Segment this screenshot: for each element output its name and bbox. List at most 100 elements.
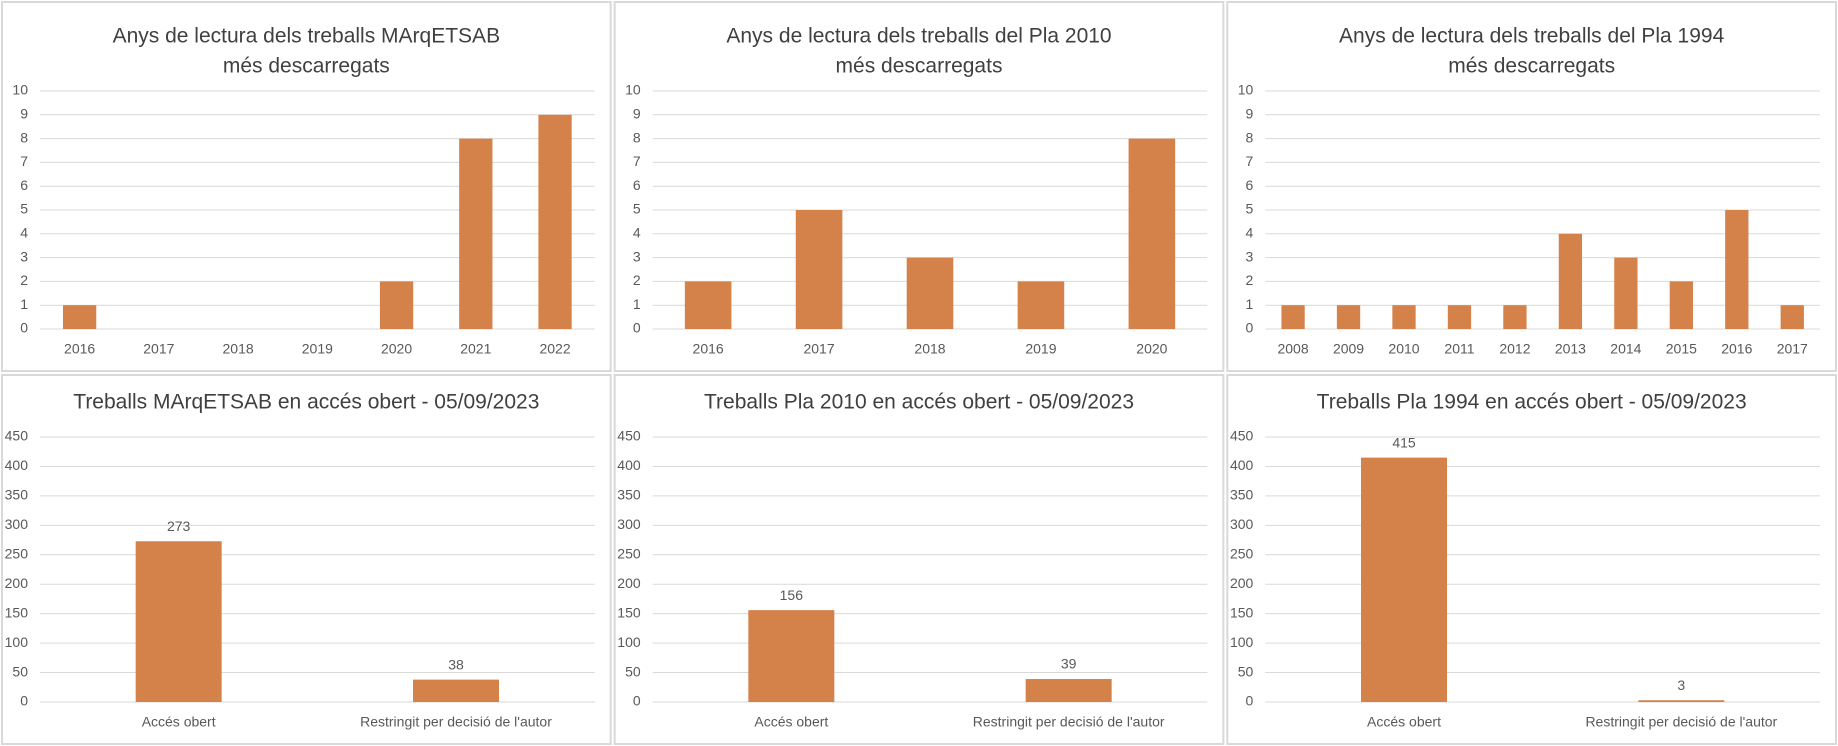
- y-tick-label: 100: [617, 634, 641, 650]
- y-tick-label: 400: [617, 457, 641, 473]
- bar: [1128, 138, 1176, 329]
- y-tick-label: 6: [633, 177, 641, 193]
- bar: [1780, 305, 1804, 329]
- y-tick-label: 8: [20, 129, 28, 145]
- y-tick-label: 2: [20, 272, 28, 288]
- bar: [413, 679, 499, 702]
- x-tick-label: 2009: [1333, 341, 1364, 357]
- bar: [538, 114, 572, 329]
- y-tick-label: 10: [1238, 82, 1254, 98]
- y-tick-label: 2: [1246, 272, 1254, 288]
- bar: [748, 610, 835, 702]
- bar: [135, 541, 222, 702]
- data-label: 3: [1677, 677, 1685, 693]
- bar: [1025, 679, 1112, 702]
- x-tick-label: Accés obert: [142, 714, 216, 730]
- x-tick-label: 2022: [539, 341, 570, 357]
- y-tick-label: 450: [5, 428, 29, 444]
- y-tick-label: 9: [633, 106, 641, 122]
- y-tick-label: 7: [20, 153, 28, 169]
- bar: [459, 138, 493, 329]
- chart-title: Anys de lectura dels treballs del Pla 19…: [1339, 25, 1725, 48]
- x-tick-label: 2016: [693, 341, 724, 357]
- y-tick-label: 300: [1230, 516, 1254, 532]
- x-tick-label: 2015: [1666, 341, 1697, 357]
- y-tick-label: 250: [617, 545, 641, 561]
- y-tick-label: 8: [1246, 129, 1254, 145]
- y-tick-label: 350: [1230, 487, 1254, 503]
- y-tick-label: 6: [1246, 177, 1254, 193]
- y-tick-label: 4: [1246, 225, 1254, 241]
- x-tick-label: Accés obert: [1367, 714, 1441, 730]
- x-tick-label: 2014: [1610, 341, 1641, 357]
- y-tick-label: 450: [617, 428, 641, 444]
- y-tick-label: 400: [1230, 457, 1254, 473]
- x-tick-label: 2019: [1025, 341, 1056, 357]
- y-tick-label: 5: [20, 201, 28, 217]
- y-tick-label: 1: [633, 296, 641, 312]
- y-tick-label: 8: [633, 129, 641, 145]
- x-tick-label: 2019: [302, 341, 333, 357]
- y-tick-label: 7: [1246, 153, 1254, 169]
- bar: [1669, 281, 1693, 329]
- y-tick-label: 4: [633, 225, 641, 241]
- y-tick-label: 300: [617, 516, 641, 532]
- data-label: 415: [1392, 434, 1416, 450]
- y-tick-label: 250: [1230, 545, 1254, 561]
- y-tick-label: 9: [20, 106, 28, 122]
- bar: [1614, 257, 1638, 329]
- data-label: 39: [1061, 656, 1077, 672]
- x-tick-label: 2021: [460, 341, 491, 357]
- bar: [1336, 305, 1361, 329]
- x-tick-label: 2017: [1777, 341, 1808, 357]
- x-tick-label: 2017: [143, 341, 174, 357]
- bar: [684, 281, 732, 329]
- x-tick-label: Restringit per decisió de l'autor: [360, 714, 552, 730]
- bar: [1281, 305, 1305, 329]
- data-label: 156: [780, 587, 804, 603]
- chart-title: més descarregats: [1448, 55, 1615, 78]
- x-tick-label: Accés obert: [754, 714, 828, 730]
- panel: [1226, 1, 1838, 372]
- x-tick-label: Restringit per decisió de l'autor: [1585, 714, 1777, 730]
- y-tick-label: 2: [633, 272, 641, 288]
- bar: [1725, 210, 1749, 329]
- panel: [1226, 374, 1838, 745]
- x-tick-label: 2011: [1444, 341, 1474, 357]
- chart-title: Treballs Pla 1994 en accés obert - 05/09…: [1317, 391, 1747, 414]
- y-tick-label: 200: [617, 575, 641, 591]
- x-tick-label: 2020: [381, 341, 412, 357]
- y-tick-label: 3: [20, 248, 28, 264]
- y-tick-label: 0: [1246, 320, 1254, 336]
- y-tick-label: 1: [1246, 296, 1254, 312]
- y-tick-label: 200: [5, 575, 29, 591]
- panel: [1, 374, 612, 745]
- y-tick-label: 0: [20, 320, 28, 336]
- y-tick-label: 50: [1238, 663, 1254, 679]
- panel: [613, 374, 1225, 745]
- y-tick-label: 5: [633, 201, 641, 217]
- x-tick-label: 2017: [803, 341, 834, 357]
- x-tick-label: Restringit per decisió de l'autor: [973, 714, 1165, 730]
- y-tick-label: 3: [633, 248, 641, 264]
- y-tick-label: 150: [1230, 604, 1254, 620]
- bar: [1361, 457, 1447, 702]
- chart-title: Anys de lectura dels treballs MArqETSAB: [113, 25, 501, 48]
- y-tick-label: 1: [20, 296, 28, 312]
- y-tick-label: 7: [633, 153, 641, 169]
- bar: [1017, 281, 1065, 329]
- bar: [1503, 305, 1527, 329]
- bar: [1447, 305, 1472, 329]
- y-tick-label: 4: [20, 225, 28, 241]
- y-tick-label: 9: [1246, 106, 1254, 122]
- bar: [1392, 305, 1416, 329]
- y-tick-label: 6: [20, 177, 28, 193]
- y-tick-label: 0: [633, 693, 641, 709]
- x-tick-label: 2008: [1277, 341, 1308, 357]
- x-tick-label: 2020: [1136, 341, 1167, 357]
- x-tick-label: 2016: [1721, 341, 1752, 357]
- y-tick-label: 50: [625, 663, 641, 679]
- chart-title: Treballs MArqETSAB en accés obert - 05/0…: [73, 391, 539, 414]
- y-tick-label: 200: [1230, 575, 1254, 591]
